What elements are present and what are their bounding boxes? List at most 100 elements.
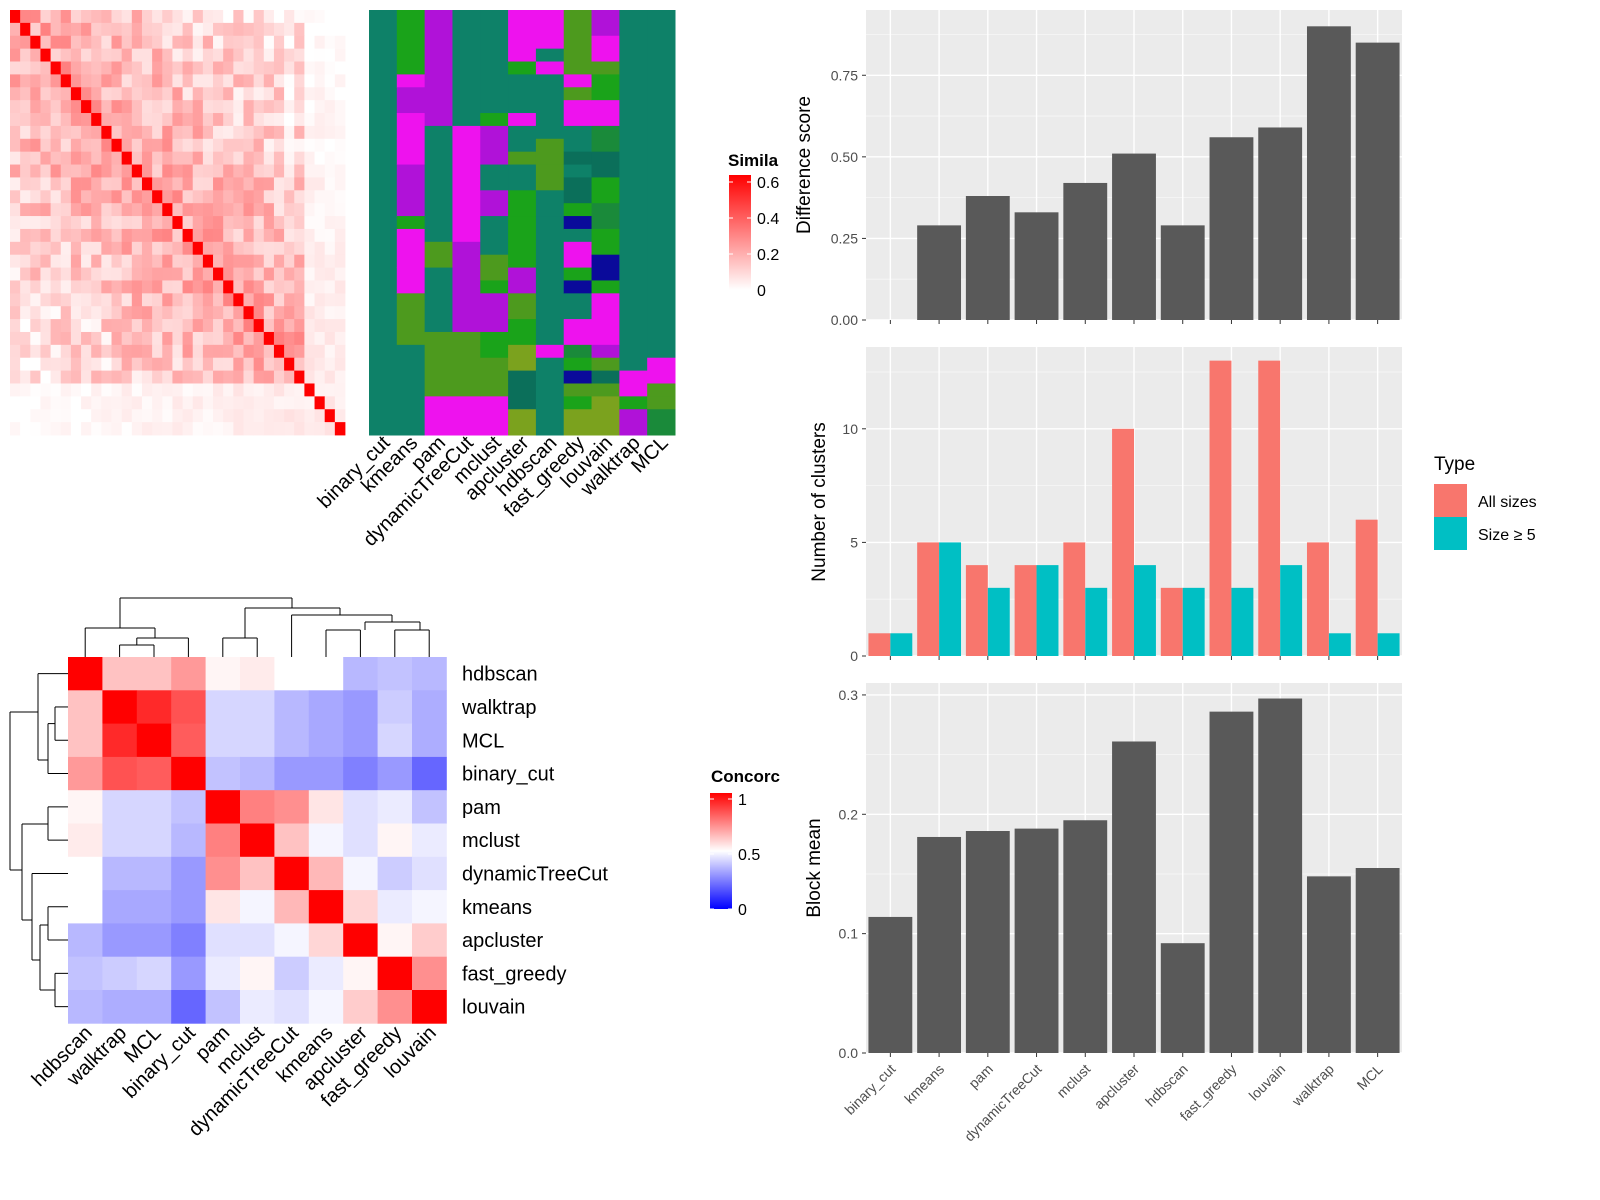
similarity-cell [294, 10, 305, 24]
assignment-cell [591, 61, 620, 75]
similarity-cell [192, 293, 204, 307]
similarity-cell [243, 344, 255, 359]
similarity-cell [273, 48, 285, 62]
similarity-cell [30, 48, 41, 62]
similarity-cell [30, 74, 41, 88]
assignment-cell [563, 396, 593, 410]
similarity-cell [253, 254, 265, 268]
similarity-cell [131, 422, 143, 436]
similarity-cell [324, 409, 336, 423]
similarity-cell [111, 113, 123, 127]
similarity-cell [213, 190, 224, 204]
assignment-cell [480, 164, 509, 191]
similarity-cell [294, 177, 305, 191]
similarity-cell [253, 228, 265, 243]
similarity-cell [294, 280, 305, 294]
similarity-cell [20, 100, 31, 114]
similarity-cell [10, 331, 21, 346]
similarity-cell [30, 267, 41, 281]
similarity-cell [60, 203, 72, 217]
similarity-cell [70, 22, 82, 37]
similarity-cell [162, 100, 173, 114]
similarity-cell [223, 357, 234, 372]
similarity-cell [101, 125, 112, 140]
similarity-cell [253, 138, 265, 153]
assignment-cell [647, 357, 676, 372]
block-mean-bar [1112, 741, 1156, 1053]
similarity-cell [263, 138, 275, 153]
similarity-cell [253, 357, 265, 372]
similarity-cell [162, 280, 173, 294]
similarity-cell [223, 48, 234, 62]
similarity-cell [111, 280, 123, 294]
similarity-cell [253, 344, 265, 359]
similarity-cell [233, 396, 244, 410]
similarity-cell [81, 190, 92, 204]
similarity-cell [152, 396, 163, 410]
similarity-cell [334, 113, 346, 127]
block-mean-x-tick-label: binary_cut [841, 1061, 898, 1118]
similarity-cell [233, 151, 244, 165]
similarity-cell [314, 177, 326, 191]
similarity-cell [141, 267, 153, 281]
similarity-cell [10, 61, 21, 75]
concordance-cell [136, 790, 172, 824]
assignment-cell [535, 216, 565, 243]
similarity-cell [40, 319, 52, 333]
similarity-cell [223, 267, 234, 281]
similarity-cell [334, 203, 346, 217]
similarity-cell [294, 331, 305, 346]
concordance-cell [308, 690, 344, 724]
similarity-cell [152, 344, 163, 359]
similarity-cell [284, 267, 295, 281]
block-mean-bar [1160, 943, 1205, 1053]
similarity-cell [70, 422, 82, 436]
similarity-cell [182, 113, 194, 127]
similarity-cell [101, 190, 112, 204]
similarity-cell [182, 409, 194, 423]
similarity-cell [50, 241, 62, 256]
similarity-cell [141, 216, 153, 230]
similarity-cell [20, 151, 31, 165]
similarity-cell [263, 396, 275, 410]
similarity-cell [20, 357, 31, 372]
similarity-cell [111, 100, 123, 114]
similarity-legend-tick: 0.6 [757, 175, 779, 192]
similarity-cell [20, 10, 31, 24]
similarity-cell [182, 190, 194, 204]
concordance-cell [205, 956, 241, 991]
similarity-cell [243, 87, 255, 101]
concordance-cell [68, 923, 103, 958]
similarity-cell [81, 35, 92, 50]
similarity-cell [334, 383, 346, 397]
similarity-cell [284, 138, 295, 153]
similarity-cell [50, 344, 62, 359]
assignment-cell [563, 177, 593, 204]
similarity-cell [304, 254, 315, 268]
similarity-cell [223, 216, 234, 230]
similarity-cell [192, 409, 204, 423]
similarity-cell [20, 190, 31, 204]
concordance-cell [136, 756, 172, 791]
similarity-cell [284, 409, 295, 423]
assignment-cell [508, 151, 537, 166]
similarity-cell [294, 409, 305, 423]
similarity-cell [81, 113, 92, 127]
similarity-cell [50, 113, 62, 127]
similarity-cell [243, 370, 255, 384]
similarity-cell [253, 48, 265, 62]
similarity-cell [91, 74, 102, 88]
concordance-cell [102, 690, 138, 724]
assignment-cell [563, 151, 593, 166]
similarity-cell [182, 87, 194, 101]
similarity-cell [202, 306, 214, 320]
similarity-cell [91, 344, 102, 359]
similarity-cell [162, 370, 173, 384]
concordance-cell [377, 790, 413, 824]
block-mean-panel: 0.0 0.1 0.2 0.3 Block mean binary_cut kmeans pa… [804, 683, 1402, 1144]
similarity-cell [314, 331, 326, 346]
similarity-cell [334, 228, 346, 243]
similarity-cell [172, 331, 183, 346]
concordance-cell [308, 990, 344, 1024]
similarity-cell [294, 203, 305, 217]
